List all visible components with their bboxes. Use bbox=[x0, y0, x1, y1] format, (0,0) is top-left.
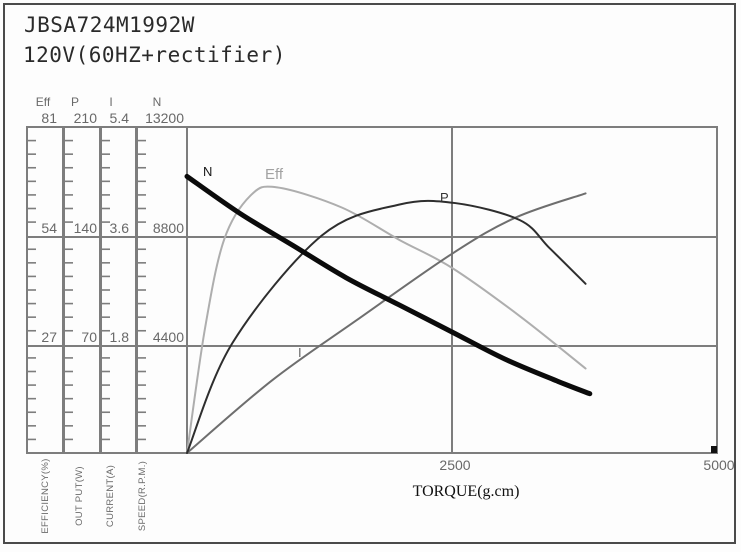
axis-max-p: 210 bbox=[73, 110, 97, 126]
axis-max-eff: 81 bbox=[41, 110, 57, 126]
x-tick-5000: 5000 bbox=[703, 457, 735, 473]
axis-header-eff: Eff bbox=[35, 95, 51, 109]
curve-label-efficiency: Eff bbox=[265, 166, 284, 183]
curve-label-current: I bbox=[298, 345, 302, 360]
chart-title: JBSA724M1992W bbox=[24, 13, 195, 37]
curve-n bbox=[184, 173, 593, 397]
curve-p bbox=[186, 199, 587, 454]
axis-max-n: 13200 bbox=[145, 110, 184, 126]
axis-header-n: N bbox=[152, 95, 162, 109]
axis-header-i: I bbox=[109, 95, 113, 109]
axis-name-speed: SPEED(R.P.M.) bbox=[137, 460, 148, 532]
page-border bbox=[3, 3, 736, 544]
curve-label-power: P bbox=[440, 190, 449, 205]
axis-header-p: P bbox=[70, 95, 80, 109]
axis-low-p: 70 bbox=[81, 329, 97, 345]
axis-low-n: 4400 bbox=[152, 329, 184, 345]
axis-mid-p: 140 bbox=[73, 220, 97, 236]
axis-mid-n: 8800 bbox=[152, 220, 184, 236]
curve-label-speed: N bbox=[203, 164, 213, 179]
axis-name-output: OUT PUT(W) bbox=[74, 466, 85, 526]
axis-low-i: 1.8 bbox=[109, 329, 129, 345]
x-tick-2500: 2500 bbox=[439, 457, 471, 473]
axis-max-i: 5.4 bbox=[109, 110, 129, 126]
chart-subtitle: 120V(60HZ+rectifier) bbox=[23, 43, 286, 67]
x-end-tick bbox=[711, 446, 717, 453]
axis-mid-i: 3.6 bbox=[109, 220, 129, 236]
curves-group bbox=[184, 173, 593, 454]
x-axis-title: TORQUE(g.cm) bbox=[412, 483, 520, 500]
axis-mid-eff: 54 bbox=[41, 220, 57, 236]
grid-lines bbox=[26, 126, 718, 454]
axis-name-efficiency: EFFICIENCY(%) bbox=[40, 458, 51, 534]
axis-name-current: CURRENT(A) bbox=[105, 464, 116, 528]
axis-low-eff: 27 bbox=[41, 329, 57, 345]
axis-tick-marks bbox=[28, 139, 146, 441]
curve-eff bbox=[186, 185, 587, 454]
